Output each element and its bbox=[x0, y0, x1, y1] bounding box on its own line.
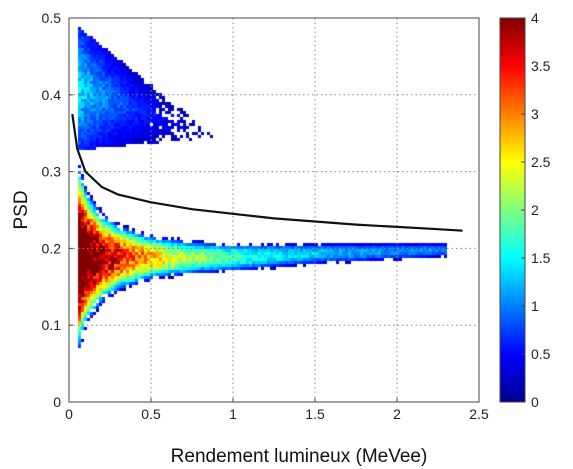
discrimination-curve bbox=[71, 113, 463, 232]
x-tick-label: 1 bbox=[229, 406, 237, 422]
x-tick-label: 2 bbox=[393, 406, 401, 422]
plot-frame bbox=[68, 17, 480, 403]
heatmap bbox=[69, 18, 479, 402]
x-tick-label: 0.5 bbox=[141, 406, 161, 422]
axis-ticks: 0 0.5 1 1.5 2 2.5 0 0.1 0.2 0.3 0.4 0.5 bbox=[42, 10, 489, 422]
x-axis-label: Rendement lumineux (MeVee) bbox=[171, 446, 428, 467]
y-tick-label: 0.3 bbox=[42, 164, 62, 180]
y-tick-label: 0.5 bbox=[42, 10, 62, 26]
colorbar-tick-label: 0.5 bbox=[531, 346, 551, 362]
discrimination-curve-line bbox=[71, 113, 463, 232]
x-tick-label: 1.5 bbox=[305, 406, 325, 422]
colorbar-tick-label: 1 bbox=[531, 298, 539, 314]
grid bbox=[69, 18, 479, 402]
colorbar-tick-label: 0 bbox=[531, 394, 539, 410]
colorbar: 0 0.5 1 1.5 2 2.5 3 3.5 4 bbox=[499, 10, 551, 410]
colorbar-tick-label: 4 bbox=[531, 10, 539, 26]
y-tick-label: 0.4 bbox=[42, 87, 62, 103]
colorbar-tick-label: 3.5 bbox=[531, 58, 551, 74]
x-tick-label: 0 bbox=[65, 406, 73, 422]
colorbar-tick-label: 1.5 bbox=[531, 250, 551, 266]
heatmap-image bbox=[69, 18, 479, 402]
y-tick-label: 0.2 bbox=[42, 240, 62, 256]
y-tick-label: 0.1 bbox=[42, 317, 62, 333]
colorbar-tick-label: 3 bbox=[531, 106, 539, 122]
x-tick-label: 2.5 bbox=[469, 406, 489, 422]
colorbar-tick-label: 2.5 bbox=[531, 154, 551, 170]
colorbar-tick-label: 2 bbox=[531, 202, 539, 218]
y-tick-label: 0 bbox=[53, 394, 61, 410]
y-axis-label: PSD bbox=[11, 190, 32, 229]
